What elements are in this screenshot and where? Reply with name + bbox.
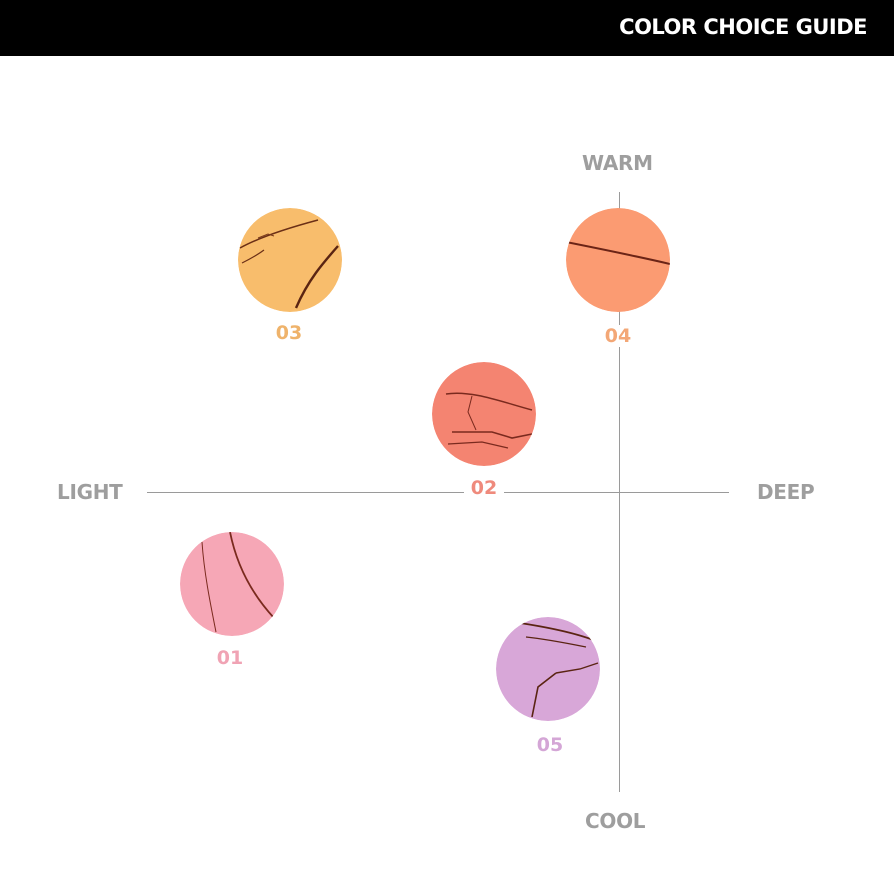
shade-swatch-02 <box>432 362 536 466</box>
powder-swatch-01-image <box>180 532 284 636</box>
light-deep-axis-line <box>147 492 729 493</box>
header-bar: COLOR CHOICE GUIDE <box>0 0 894 56</box>
shade-swatch-04 <box>566 208 670 312</box>
shade-swatch-03 <box>238 208 342 312</box>
warm-cool-axis-line <box>619 192 620 792</box>
shade-number-03: 03 <box>269 322 309 344</box>
powder-swatch-04-image <box>566 208 670 312</box>
axis-label-light: LIGHT <box>57 480 123 504</box>
page-title: COLOR CHOICE GUIDE <box>619 15 867 39</box>
shade-swatch-05 <box>496 617 600 721</box>
powder-swatch-02-image <box>432 362 536 466</box>
axis-label-cool: COOL <box>585 809 646 833</box>
shade-number-01: 01 <box>210 647 250 669</box>
axis-label-warm: WARM <box>582 151 653 175</box>
axis-label-deep: DEEP <box>757 480 815 504</box>
powder-swatch-05-image <box>496 617 600 721</box>
shade-swatch-01 <box>180 532 284 636</box>
shade-number-05: 05 <box>530 734 570 756</box>
shade-number-02: 02 <box>464 477 504 499</box>
shade-number-04: 04 <box>598 325 638 347</box>
powder-swatch-03-image <box>238 208 342 312</box>
